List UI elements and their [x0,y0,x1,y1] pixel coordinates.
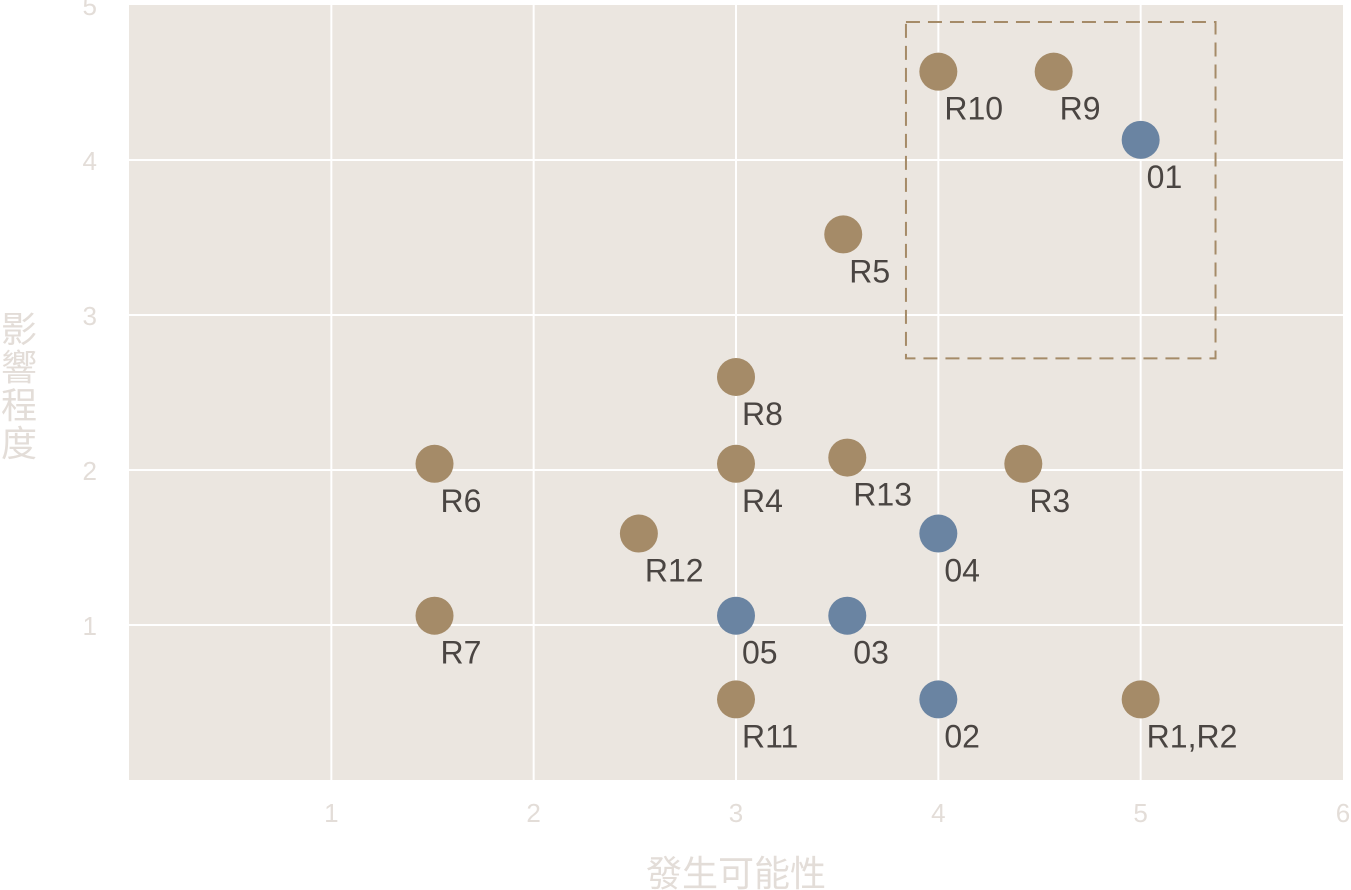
point-r10 [919,52,958,91]
point-label: 01 [1147,159,1183,195]
point-label: 03 [853,635,889,671]
point-01 [1121,120,1160,159]
point-02 [919,680,958,719]
x-tick-label: 4 [931,798,945,828]
y-axis-label: 影響程度 [0,310,37,465]
point-04 [919,514,958,553]
point-label: R12 [645,553,704,589]
point-label: R7 [441,635,482,671]
point-label: R1,R2 [1147,718,1238,754]
x-tick-label: 6 [1336,798,1350,828]
point-r11 [717,680,755,719]
point-r12 [619,514,658,553]
point-label: R13 [853,477,912,513]
point-05 [717,596,755,635]
point-r1-r2 [1121,680,1160,719]
point-r13 [828,438,867,477]
x-tick-label: 3 [729,798,743,828]
x-tick-label: 5 [1133,798,1147,828]
y-tick-label: 1 [83,611,97,641]
x-tick-label: 2 [526,798,540,828]
point-label: R11 [742,718,798,754]
point-label: R4 [742,483,783,519]
point-label: R3 [1029,483,1070,519]
point-r4 [717,444,755,483]
x-tick-labels: 1 2 3 4 5 6 [324,798,1350,828]
point-r5 [824,215,863,254]
point-label: 02 [944,718,980,754]
point-label: R8 [742,396,783,432]
point-r8 [717,358,755,396]
x-tick-label: 1 [324,798,338,828]
point-r7 [415,596,454,635]
point-label: 05 [742,635,778,671]
y-tick-label: 5 [83,0,97,21]
point-label: R10 [944,91,1003,127]
y-tick-label: 4 [83,146,97,176]
x-axis-label: 發生可能性 [646,853,826,890]
point-r9 [1034,52,1073,91]
point-03 [828,596,867,635]
y-tick-labels: 1 2 3 4 5 [83,0,97,641]
y-tick-label: 2 [83,456,97,486]
point-label: 04 [944,553,980,589]
point-r6 [415,444,454,483]
point-label: R6 [441,483,482,519]
y-tick-label: 3 [83,301,97,331]
point-label: R9 [1060,91,1101,127]
points: R10 R9 01 R5 R8 R6 R4 R13 R3 R12 04 R7 05 03 R11 02 R1,R… [415,52,1238,754]
point-label: R5 [849,253,890,289]
highlight-box [904,21,1217,360]
point-r3 [1004,444,1043,483]
